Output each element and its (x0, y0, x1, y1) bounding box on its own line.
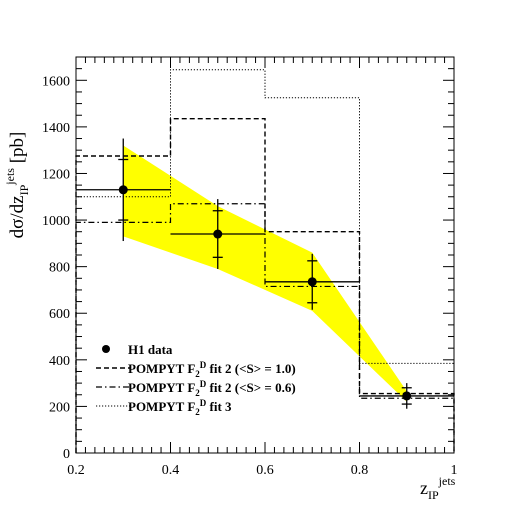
x-tick-label: 0.8 (351, 463, 369, 478)
y-tick-label: 1200 (42, 167, 70, 182)
y-tick-label: 0 (63, 447, 70, 462)
x-tick-label: 0.2 (67, 463, 85, 478)
data-points-layer (76, 138, 454, 409)
x-axis-label-sup: jets (438, 474, 456, 488)
y-axis-label-sub: IP (17, 184, 31, 196)
x-tick-label: 1 (451, 463, 458, 478)
data-point-3 (402, 391, 412, 401)
legend-marker-data (102, 345, 110, 353)
x-tick-label: 0.6 (256, 463, 274, 478)
y-axis-label: dσ/dzIPjets [pb] (3, 60, 32, 310)
y-tick-label: 1600 (42, 74, 70, 89)
data-point-2 (307, 277, 317, 287)
legend-label-fit3: POMPYT F2D fit 3 (128, 398, 232, 417)
legend-label-fit2_S06: POMPYT F2D fit 2 (<S> = 0.6) (128, 379, 296, 398)
axis-ticks-layer: 0 200 400 600 800 1000 1200 1400 1600 0.2 0.4 0.6 0.… (42, 56, 458, 478)
y-tick-label: 1400 (42, 121, 70, 136)
x-axis-label: zIPjets (420, 474, 455, 502)
legend-label-data: H1 data (128, 342, 173, 357)
x-axis-label-sub: IP (428, 488, 439, 502)
y-tick-label: 800 (49, 261, 70, 276)
x-tick-label: 0.4 (162, 463, 180, 478)
legend-label-fit2_S10: POMPYT F2D fit 2 (<S> = 1.0) (128, 360, 296, 379)
uncertainty-band (123, 145, 407, 402)
y-tick-label: 600 (49, 307, 70, 322)
x-axis-label-main: z (420, 478, 428, 498)
y-axis-unit: [pb] (7, 131, 28, 164)
data-point-0 (118, 185, 128, 195)
y-axis-label-sup: jets (3, 168, 17, 185)
y-tick-label: 200 (49, 400, 70, 415)
data-point-1 (213, 229, 223, 239)
y-tick-label: 1000 (42, 214, 70, 229)
y-axis-label-main: dσ/dz (7, 195, 28, 239)
histogram-fit2_S06 (75, 203, 455, 453)
y-tick-label: 400 (49, 354, 70, 369)
uncertainty-band-layer (123, 145, 407, 402)
